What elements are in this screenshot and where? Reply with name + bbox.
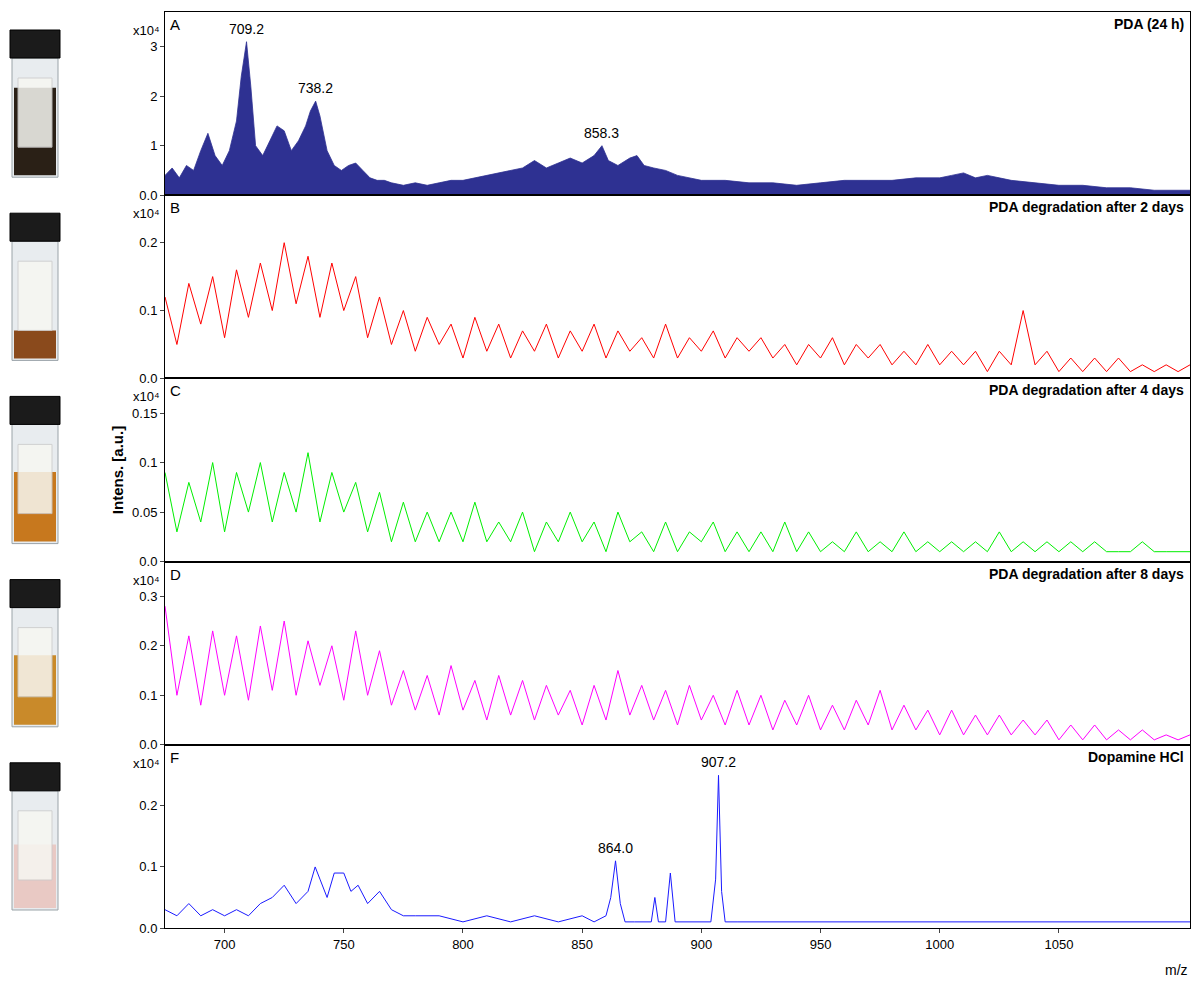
svg-text:A: A (170, 16, 180, 33)
svg-text:x10⁴: x10⁴ (133, 206, 160, 221)
svg-text:850: 850 (571, 937, 593, 952)
svg-text:x10⁴: x10⁴ (133, 389, 160, 404)
svg-text:0.0: 0.0 (139, 371, 157, 386)
svg-text:0.0: 0.0 (139, 921, 157, 936)
svg-text:858.3: 858.3 (584, 125, 619, 141)
svg-text:0.1: 0.1 (139, 859, 157, 874)
svg-text:864.0: 864.0 (598, 840, 633, 856)
svg-text:m/z: m/z (1165, 962, 1188, 978)
svg-text:709.2: 709.2 (229, 21, 264, 37)
svg-text:F: F (170, 749, 179, 766)
svg-text:0.05: 0.05 (132, 505, 157, 520)
svg-text:0.0: 0.0 (139, 737, 157, 752)
svg-text:0.1: 0.1 (139, 688, 157, 703)
svg-text:x10⁴: x10⁴ (133, 756, 160, 771)
svg-text:0.0: 0.0 (139, 188, 157, 203)
svg-text:B: B (170, 199, 180, 216)
svg-text:PDA degradation after 2 days: PDA degradation after 2 days (989, 199, 1184, 215)
svg-text:0.3: 0.3 (139, 589, 157, 604)
svg-text:0.2: 0.2 (139, 638, 157, 653)
svg-text:1: 1 (150, 138, 157, 153)
svg-text:3: 3 (150, 39, 157, 54)
svg-text:D: D (170, 566, 181, 583)
svg-text:PDA degradation after 4 days: PDA degradation after 4 days (989, 382, 1184, 398)
svg-text:800: 800 (452, 937, 474, 952)
svg-text:738.2: 738.2 (298, 80, 333, 96)
svg-text:700: 700 (214, 937, 236, 952)
svg-text:2: 2 (150, 89, 157, 104)
svg-text:750: 750 (333, 937, 355, 952)
svg-text:Intens. [a.u.]: Intens. [a.u.] (109, 426, 126, 514)
svg-text:907.2: 907.2 (701, 754, 736, 770)
svg-text:1050: 1050 (1044, 937, 1073, 952)
svg-text:0.1: 0.1 (139, 455, 157, 470)
svg-text:0.1: 0.1 (139, 303, 157, 318)
svg-text:950: 950 (810, 937, 832, 952)
svg-text:C: C (170, 382, 181, 399)
svg-text:Dopamine HCl: Dopamine HCl (1088, 749, 1184, 765)
svg-text:0.2: 0.2 (139, 235, 157, 250)
svg-text:1000: 1000 (925, 937, 954, 952)
svg-text:x10⁴: x10⁴ (133, 23, 160, 38)
svg-text:0.0: 0.0 (139, 554, 157, 569)
svg-text:900: 900 (690, 937, 712, 952)
svg-text:PDA degradation after 8 days: PDA degradation after 8 days (989, 566, 1184, 582)
svg-text:0.15: 0.15 (132, 406, 157, 421)
svg-text:x10⁴: x10⁴ (133, 573, 160, 588)
svg-text:0.2: 0.2 (139, 798, 157, 813)
svg-text:PDA (24 h): PDA (24 h) (1114, 16, 1184, 32)
